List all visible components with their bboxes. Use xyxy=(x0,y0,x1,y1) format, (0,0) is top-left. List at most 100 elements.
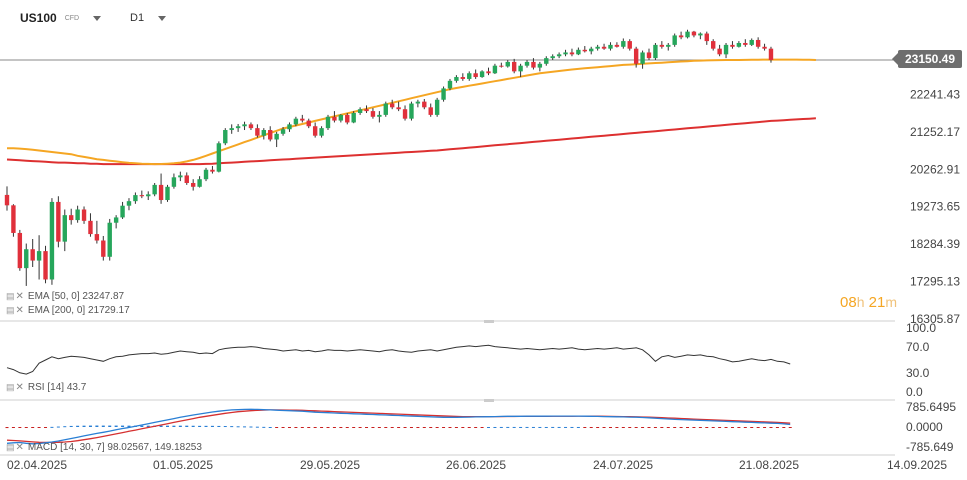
candle-down xyxy=(81,209,87,221)
y-tick-label: 17295.13 xyxy=(910,275,960,289)
macd-histogram-bar xyxy=(775,427,779,428)
candle-up xyxy=(107,222,112,257)
ema50-legend-text: EMA [50, 0] 23247.87 xyxy=(27,291,125,302)
settings-icon[interactable]: ▤ xyxy=(6,442,14,452)
macd-y-tick-label: 0.0000 xyxy=(906,420,943,434)
candle-up xyxy=(608,44,613,49)
candle-up xyxy=(492,65,498,74)
settings-icon[interactable]: ▤ xyxy=(6,305,14,315)
macd-histogram-bar xyxy=(371,427,375,428)
macd-histogram-bar xyxy=(557,426,561,428)
macd-histogram-bar xyxy=(339,427,343,428)
candle-up xyxy=(165,186,170,201)
macd-histogram-bar xyxy=(275,427,279,428)
macd-histogram-bar xyxy=(551,426,555,428)
macd-histogram-bar xyxy=(583,427,587,428)
macd-histogram-bar xyxy=(140,425,144,427)
macd-histogram-bar xyxy=(519,426,523,428)
rsi-y-tick-label: 100.0 xyxy=(906,321,936,335)
macd-histogram-bar xyxy=(621,427,625,428)
macd-histogram-bar xyxy=(185,425,189,427)
macd-y-tick-label: -785.649 xyxy=(906,440,954,454)
macd-histogram-bar xyxy=(493,426,497,428)
candle-down xyxy=(255,128,260,136)
close-icon[interactable]: ✕ xyxy=(15,442,24,453)
candle-up xyxy=(467,73,472,79)
macd-histogram-bar xyxy=(313,427,317,428)
macd-histogram-bar xyxy=(5,427,9,429)
close-icon[interactable]: ✕ xyxy=(15,382,24,393)
macd-histogram-bar xyxy=(435,427,439,428)
macd-histogram-bar xyxy=(442,427,446,428)
macd-histogram-bar xyxy=(63,426,67,428)
symbol-selector[interactable]: US100 CFD xyxy=(20,8,102,28)
candle-up xyxy=(146,194,151,197)
candle-up xyxy=(338,114,344,121)
candle-up xyxy=(576,49,581,55)
macd-histogram-bar xyxy=(217,425,221,427)
candle-down xyxy=(43,251,48,280)
candle-up xyxy=(351,112,356,123)
candle-up xyxy=(415,101,421,104)
ema50-legend[interactable]: ▤ ✕ EMA [50, 0] 23247.87 xyxy=(6,291,124,302)
candle-up xyxy=(563,52,568,55)
rsi-pane[interactable] xyxy=(6,344,791,375)
ema200-legend[interactable]: ▤ ✕ EMA [200, 0] 21729.17 xyxy=(6,305,130,316)
symbol-dropdown-icon[interactable] xyxy=(93,15,102,21)
macd-histogram-bar xyxy=(166,425,169,427)
macd-pane[interactable] xyxy=(5,408,792,445)
rsi-legend[interactable]: ▤ ✕ RSI [14] 43.7 xyxy=(6,382,86,393)
candle-up xyxy=(229,128,234,131)
macd-histogram-bar xyxy=(300,427,304,428)
macd-histogram-bar xyxy=(352,427,356,428)
macd-histogram-bar xyxy=(44,427,48,428)
macd-histogram-bar xyxy=(287,427,291,428)
macd-histogram-bar xyxy=(589,427,593,428)
close-icon[interactable]: ✕ xyxy=(15,305,24,316)
macd-line xyxy=(6,408,791,445)
macd-histogram-bar xyxy=(56,426,60,428)
macd-histogram-bar xyxy=(673,427,677,428)
macd-histogram-bar xyxy=(474,427,478,428)
candle-down xyxy=(499,65,504,67)
candle-down xyxy=(601,46,607,49)
x-tick-label: 02.04.2025 xyxy=(7,458,67,472)
macd-legend[interactable]: ▤ ✕ MACD [14, 30, 7] 98.02567, 149.18253 xyxy=(6,442,202,453)
pane-resize-handle xyxy=(484,320,494,323)
candle-down xyxy=(190,182,196,187)
macd-histogram-bar xyxy=(345,427,349,428)
candle-down xyxy=(101,240,106,257)
pane-resize-handle xyxy=(484,399,494,402)
macd-histogram-bar xyxy=(384,427,388,428)
candle-up xyxy=(178,175,183,178)
countdown-hours: 08 xyxy=(840,294,857,311)
y-tick-label: 22241.43 xyxy=(910,87,960,101)
x-tick-label: 26.06.2025 xyxy=(446,458,506,472)
settings-icon[interactable]: ▤ xyxy=(6,291,14,301)
timeframe-dropdown-icon[interactable] xyxy=(158,15,167,21)
macd-histogram-bar xyxy=(634,427,638,428)
candle-up xyxy=(280,129,286,134)
timeframe-label: D1 xyxy=(130,12,145,24)
price-pane[interactable] xyxy=(0,29,897,286)
macd-histogram-bar xyxy=(88,425,92,427)
macd-histogram-bar xyxy=(499,426,503,428)
x-tick-label: 01.05.2025 xyxy=(153,458,213,472)
countdown-minutes-unit: m xyxy=(885,294,898,310)
candle-up xyxy=(666,44,671,47)
candle-down xyxy=(704,33,709,42)
y-tick-label: 20262.91 xyxy=(910,162,960,176)
candle-down xyxy=(717,48,722,55)
macd-histogram-bar xyxy=(647,427,651,428)
candle-up xyxy=(479,71,485,78)
macd-histogram-bar xyxy=(320,427,324,428)
candle-up xyxy=(325,116,331,129)
macd-histogram-bar xyxy=(31,427,35,428)
timeframe-selector[interactable]: D1 xyxy=(130,8,167,28)
close-icon[interactable]: ✕ xyxy=(15,291,24,302)
candle-up xyxy=(550,56,555,59)
settings-icon[interactable]: ▤ xyxy=(6,382,14,392)
candle-up xyxy=(126,201,132,206)
candle-up xyxy=(133,195,138,202)
